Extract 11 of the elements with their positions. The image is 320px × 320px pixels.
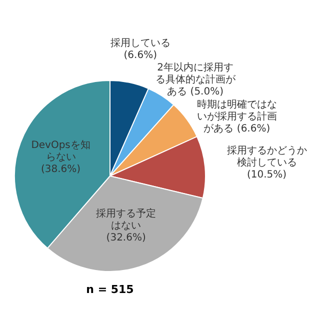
data-label: (6.6%) — [124, 50, 158, 61]
slice-label: 採用する予定はない — [96, 208, 156, 232]
slice-label: DevOpsを知らない — [31, 139, 90, 164]
slice-label: 2年以内に採用する具体的な計画がある (5.0%) — [155, 62, 236, 98]
data-label: (38.6%) — [40, 164, 81, 176]
slice-label: 時期は明確ではないが採用する計画がある (6.6%) — [196, 98, 277, 134]
slice-label: 採用している — [110, 36, 170, 49]
data-label: (32.6%) — [106, 232, 146, 244]
data-label: (10.5%) — [246, 170, 287, 181]
text: n = 515 — [86, 282, 134, 296]
slice-label: 採用するかどうか検討している — [226, 144, 307, 169]
